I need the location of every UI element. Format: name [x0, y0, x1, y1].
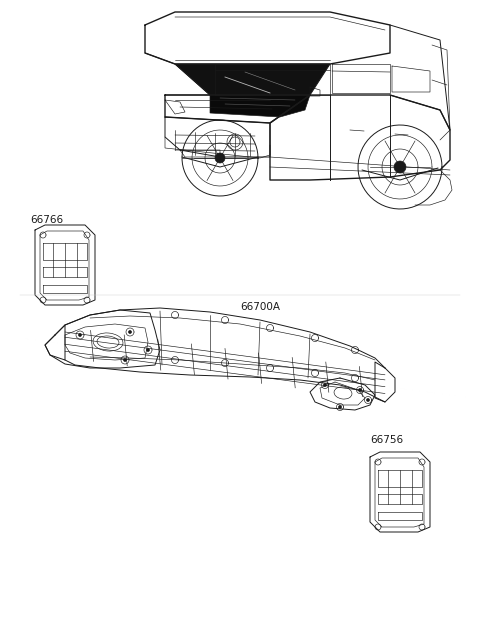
Polygon shape	[324, 384, 326, 386]
Polygon shape	[338, 405, 341, 409]
Polygon shape	[359, 389, 361, 391]
Text: 66766: 66766	[30, 215, 63, 225]
Text: 66700A: 66700A	[240, 302, 280, 312]
Polygon shape	[215, 153, 225, 163]
Polygon shape	[146, 348, 149, 352]
Polygon shape	[394, 161, 406, 173]
Polygon shape	[79, 334, 82, 337]
Text: 66756: 66756	[370, 435, 403, 445]
Polygon shape	[129, 330, 132, 334]
Polygon shape	[367, 399, 370, 402]
Polygon shape	[175, 64, 330, 95]
Polygon shape	[210, 95, 310, 117]
Polygon shape	[123, 358, 127, 361]
